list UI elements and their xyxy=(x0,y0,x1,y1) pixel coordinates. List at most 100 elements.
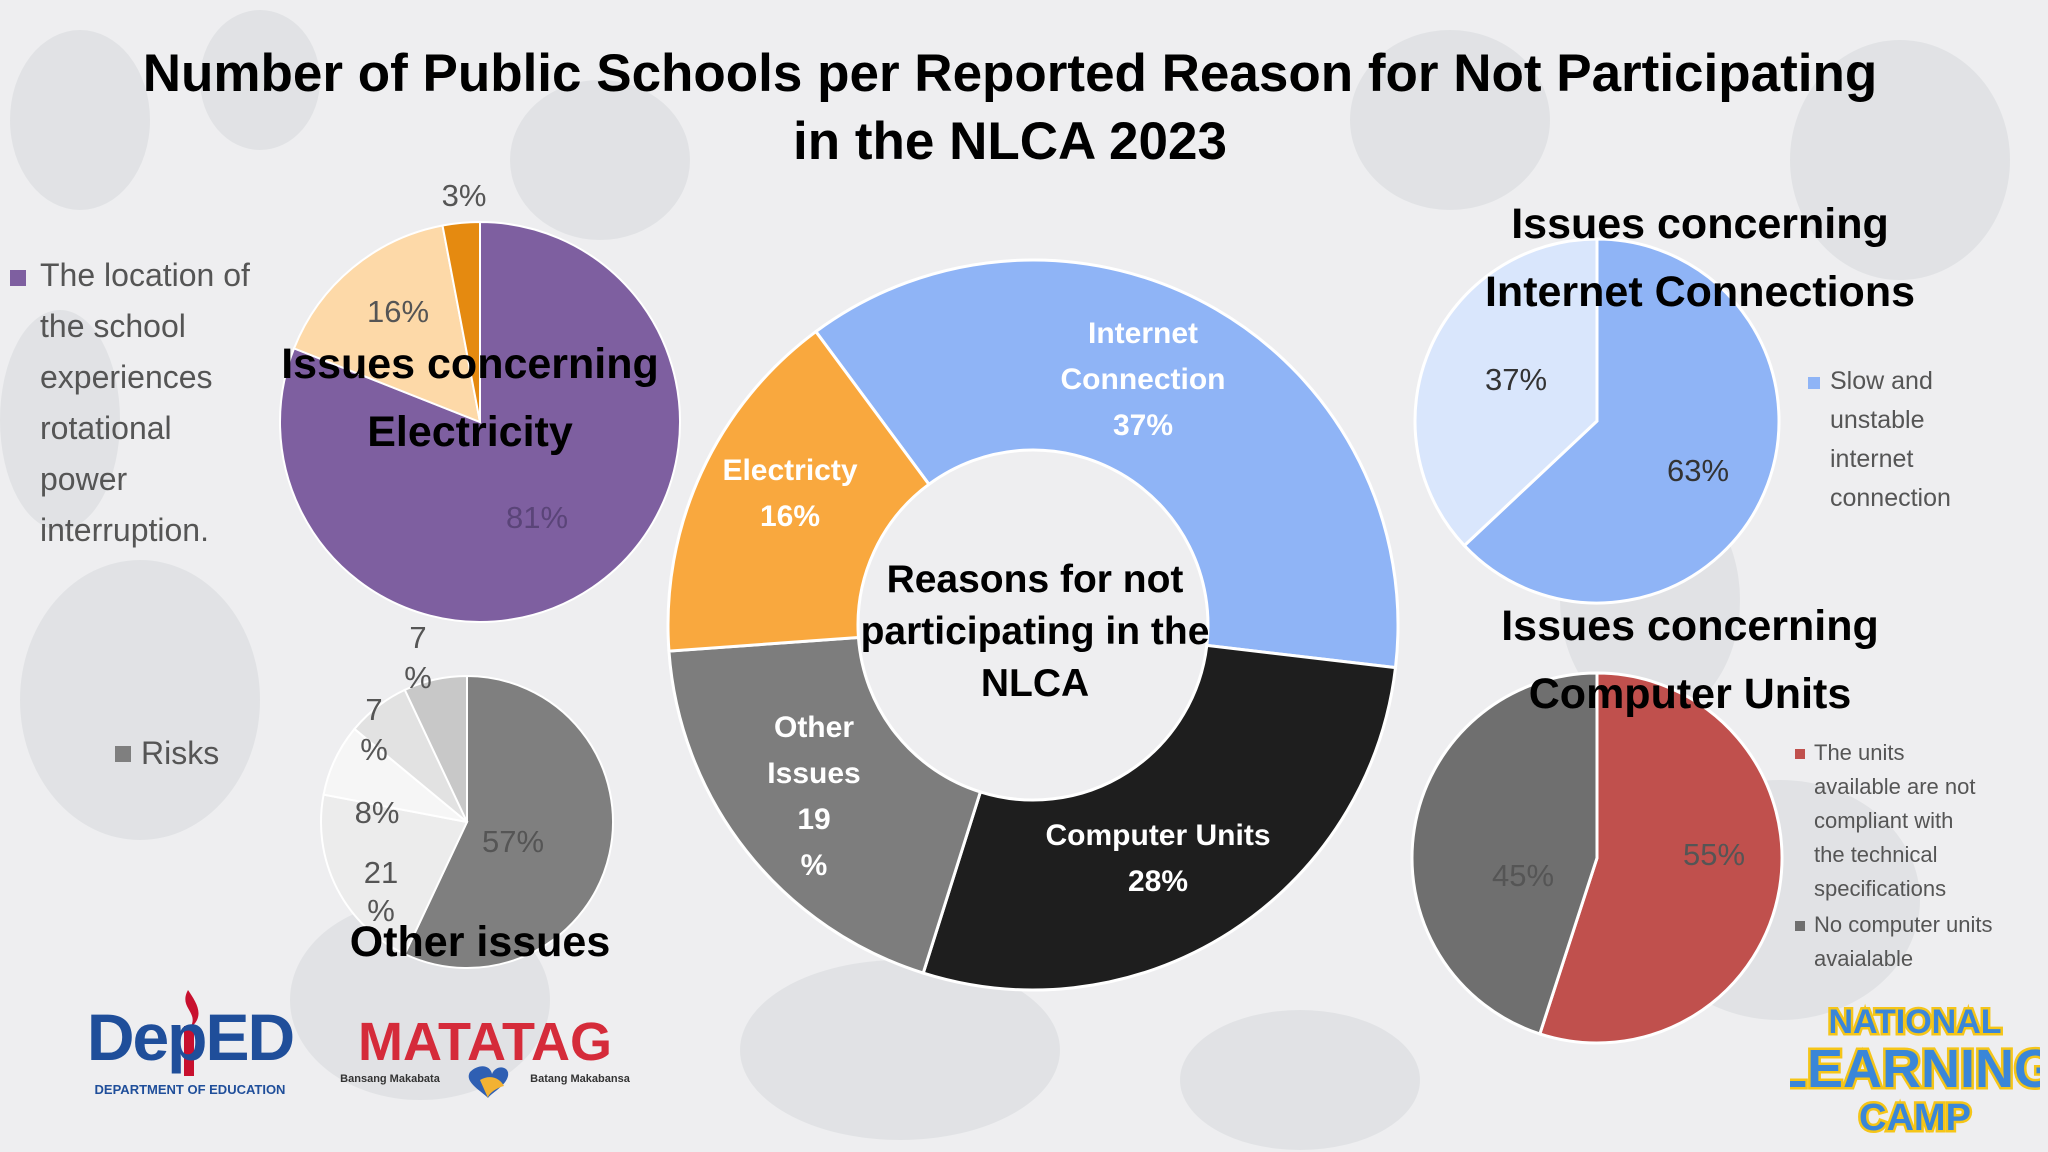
legend-line: the school xyxy=(40,308,186,344)
matatag-logo: MATATAG Bansang Makabata Batang Makabans… xyxy=(340,1012,630,1098)
legend-line: the technical xyxy=(1814,842,1938,867)
other-slice-1 xyxy=(403,674,614,969)
donut-center-line3: NLCA xyxy=(980,662,1090,705)
page-title: Number of Public Schools per Reported Re… xyxy=(142,44,1878,171)
torch-icon xyxy=(185,990,199,1028)
other-label-4-line-2: % xyxy=(360,732,388,767)
nlc-line3: CAMP xyxy=(1859,1097,1971,1139)
donut-label-4-line-2: 16% xyxy=(760,500,820,533)
donut-label-1-line-3: 37% xyxy=(1113,409,1173,442)
electricity-slice-3 xyxy=(441,220,481,423)
nlc-line1: NATIONAL xyxy=(1828,1003,2001,1041)
other-legend-label: Risks xyxy=(141,735,220,771)
donut-label-1-line-1: Internet xyxy=(1088,317,1198,350)
other-label-4-line-1: 7 xyxy=(365,692,382,727)
donut-label-2-line-1: Computer Units xyxy=(1046,819,1271,852)
donut-center-label: Reasons for not participating in the NLC… xyxy=(820,554,1250,710)
electricity-title-line1: Issues concerning xyxy=(281,340,659,388)
internet-legend: Slow and unstable internet connection xyxy=(1808,362,1951,518)
internet-title-line1: Issues concerning xyxy=(1511,200,1889,248)
other-slice-5 xyxy=(403,674,468,823)
electricity-label-3: 3% xyxy=(442,178,487,213)
donut-label-4-line-1: Electricty xyxy=(722,454,857,487)
other-label-2-line-1: 21 xyxy=(364,855,398,890)
other-label-3: 8% xyxy=(355,795,400,830)
deped-logo: DepED DEPARTMENT OF EDUCATION xyxy=(87,990,295,1097)
donut-slice-3 xyxy=(667,635,983,975)
internet-legend-item: Slow and unstable internet connection xyxy=(1808,362,1951,518)
computer-slice-1 xyxy=(1537,671,1784,1045)
legend-line: No computer units xyxy=(1814,912,1993,937)
electricity-slice-2 xyxy=(292,224,482,424)
other-legend-item: Risks xyxy=(115,732,219,774)
computer-legend-item-1: The units available are not compliant wi… xyxy=(1795,736,1993,906)
computer-title-line2: Computer Units xyxy=(1528,670,1852,718)
donut-label-3-line-4: % xyxy=(801,849,828,882)
electricity-label-2: 16% xyxy=(367,294,429,329)
donut-center-line2: participating in the xyxy=(860,610,1210,653)
donut-slice-2 xyxy=(921,643,1398,992)
computer-slice-2 xyxy=(1410,671,1599,1036)
other-slice-2 xyxy=(320,793,469,956)
legend-line: unstable xyxy=(1830,406,1925,434)
legend-swatch xyxy=(1808,377,1820,389)
matatag-right-tagline: Batang Makabansa xyxy=(530,1073,630,1085)
national-learning-camp-logo: NATIONAL LEARNING CAMP xyxy=(1790,1001,2040,1142)
computer-legend-label-2: No computer units avaialable xyxy=(1814,908,1993,976)
legend-swatch xyxy=(10,270,26,286)
internet-slice-1 xyxy=(1462,237,1781,605)
legend-line: avaialable xyxy=(1814,946,1914,971)
computer-legend: The units available are not compliant wi… xyxy=(1795,736,1993,976)
donut-label-1-line-2: Connection xyxy=(1061,363,1226,396)
electricity-legend-item: The location of the school experiences r… xyxy=(8,250,250,556)
other-label-1: 57% xyxy=(482,824,544,859)
internet-title-line2: Internet Connections xyxy=(1484,268,1916,316)
legend-line: available are not xyxy=(1814,774,1976,799)
legend-swatch xyxy=(1795,749,1805,759)
internet-label-1: 63% xyxy=(1667,453,1729,488)
legend-line: experiences xyxy=(40,359,213,395)
electricity-legend-label: The location of the school experiences r… xyxy=(40,250,250,556)
legend-line: The location of xyxy=(40,257,250,293)
computer-legend-label-1: The units available are not compliant wi… xyxy=(1814,736,1975,906)
nlc-line2: LEARNING xyxy=(1790,1039,2040,1099)
legend-line: compliant with xyxy=(1814,808,1954,833)
internet-slice-2 xyxy=(1413,237,1599,548)
legend-swatch xyxy=(1795,921,1805,931)
matatag-wordmark: MATATAG xyxy=(358,1012,612,1072)
electricity-chart-title: Issues concerning Electricity xyxy=(255,330,685,466)
electricity-legend: The location of the school experiences r… xyxy=(8,250,250,556)
computer-title-line1: Issues concerning xyxy=(1501,602,1879,650)
computer-legend-item-2: No computer units avaialable xyxy=(1795,908,1993,976)
legend-line: The units xyxy=(1814,740,1905,765)
other-legend: Risks xyxy=(115,732,219,774)
internet-chart-title: Issues concerning Internet Connections xyxy=(1440,190,1960,326)
other-label-5-line-1: 7 xyxy=(409,620,426,655)
electricity-title-line2: Electricity xyxy=(367,408,573,456)
legend-line: power xyxy=(40,461,128,497)
internet-legend-label: Slow and unstable internet connection xyxy=(1830,362,1951,518)
donut-slice-1 xyxy=(813,258,1400,670)
donut-label-3-line-3: 19 xyxy=(797,803,830,836)
legend-line: internet xyxy=(1830,445,1914,473)
computer-label-1: 55% xyxy=(1683,837,1745,872)
legend-swatch xyxy=(115,746,131,762)
donut-label-3-line-2: Issues xyxy=(767,757,860,790)
legend-line: rotational xyxy=(40,410,172,446)
legend-line: interruption. xyxy=(40,512,209,548)
legend-line: Slow and xyxy=(1830,367,1933,395)
electricity-label-1: 81% xyxy=(506,500,568,535)
other-label-2-line-2: % xyxy=(367,893,395,928)
legend-line: specifications xyxy=(1814,876,1947,901)
donut-label-3-line-1: Other xyxy=(774,711,854,744)
other-chart-title: Other issues xyxy=(349,918,611,966)
donut-slice-4 xyxy=(666,329,932,653)
other-label-5-line-2: % xyxy=(404,660,432,695)
donut-center-line1: Reasons for not xyxy=(886,558,1184,601)
matatag-left-tagline: Bansang Makabata xyxy=(340,1073,441,1085)
